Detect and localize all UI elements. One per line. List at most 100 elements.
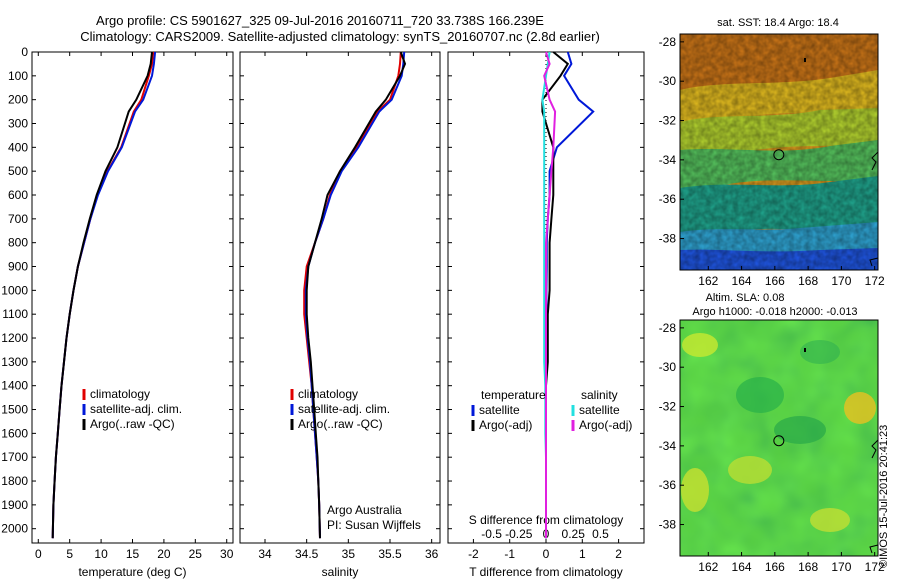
map-x-tick-label: 170: [831, 274, 851, 288]
temp-series-1: [51, 51, 157, 539]
figure-title-line1: Argo profile: CS 5901627_325 09-Jul-2016…: [96, 13, 544, 28]
depth-tick-label: 100: [8, 69, 28, 83]
sst-map-title: sat. SST: 18.4 Argo: 18.4: [717, 17, 839, 29]
map-x-tick-label: 162: [698, 560, 718, 574]
diff-x-axis-label: T difference from climatology: [469, 565, 623, 579]
diff-x-tick-label: 2: [615, 547, 622, 561]
temp-x-tick-label: 5: [66, 547, 73, 561]
depth-tick-label: 600: [8, 188, 28, 202]
temp-series-2: [51, 51, 153, 539]
temperature-profile-panel: 0100200300400500600700800900100011001200…: [1, 45, 233, 579]
temp-legend-label: Argo(..raw -QC): [90, 417, 175, 431]
depth-tick-label: 900: [8, 260, 28, 274]
diff-legend-title-salinity: salinity: [581, 388, 618, 402]
temp-x-tick-label: 25: [189, 547, 203, 561]
depth-tick-label: 800: [8, 236, 28, 250]
sst-map-axes: 162 164 166 168 170 172 -28 -30 -32 -34 -36 -38: [659, 35, 885, 288]
sal-series-1: [304, 51, 406, 539]
map-y-tick-label: -38: [659, 518, 677, 532]
sal-x-tick-label: 34: [258, 547, 272, 561]
temp-x-axis-label: temperature (deg C): [78, 565, 186, 579]
sal-x-tick-label: 34.5: [295, 547, 319, 561]
map-y-tick-label: -34: [659, 153, 677, 167]
map-y-tick-label: -30: [659, 360, 677, 374]
temp-series-0: [51, 51, 155, 539]
depth-tick-label: 1100: [2, 307, 28, 321]
imos-credit: ©IMOS 15-Jul-2016 20:41:23: [878, 424, 890, 568]
diff-series-3: [543, 51, 557, 539]
map-y-tick-label: -28: [659, 321, 677, 335]
depth-tick-label: 700: [8, 212, 28, 226]
sst-map-panel: sat. SST: 18.4 Argo: 18.4 162 164 166 168 17…: [659, 17, 885, 288]
sal-legend-label: climatology: [298, 387, 358, 401]
diff-legend-label: satellite: [579, 403, 620, 417]
map-y-tick-label: -38: [659, 232, 677, 246]
depth-tick-label: 1400: [1, 379, 28, 393]
temp-x-tick-label: 10: [94, 547, 108, 561]
diff-series-0: [545, 51, 595, 539]
depth-tick-label: 0: [21, 45, 28, 59]
diff-top-tick-label: 0.5: [592, 527, 609, 541]
depth-tick-label: 300: [8, 117, 28, 131]
diff-top-tick-label: 0.25: [562, 527, 586, 541]
temp-x-tick-label: 20: [157, 547, 171, 561]
sla-coastline: [869, 439, 879, 554]
sal-x-tick-label: 35.5: [378, 547, 402, 561]
map-y-tick-label: -36: [659, 478, 677, 492]
temp-x-tick-label: 0: [35, 547, 42, 561]
diff-x-tick-label: 1: [579, 547, 586, 561]
sla-map-panel: Altim. SLA: 0.08 Argo h1000: -0.018 h200…: [659, 292, 885, 574]
temp-x-tick-label: 30: [220, 547, 234, 561]
temp-legend-label: satellite-adj. clim.: [90, 402, 182, 416]
sla-float-marker: [773, 435, 785, 447]
diff-x-tick-label: -1: [504, 547, 515, 561]
map-x-tick-label: 172: [865, 560, 885, 574]
map-x-tick-label: 166: [765, 274, 785, 288]
depth-tick-label: 200: [8, 93, 28, 107]
map-y-tick-label: -30: [659, 74, 677, 88]
depth-tick-label: 1600: [1, 426, 28, 440]
depth-tick-label: 1000: [1, 283, 28, 297]
sla-map-subtitle: Argo h1000: -0.018 h2000: -0.013: [692, 306, 857, 318]
depth-tick-label: 2000: [1, 522, 28, 536]
map-x-tick-label: 172: [865, 274, 885, 288]
depth-tick-label: 1800: [1, 474, 28, 488]
sla-map-axes: 162 164 166 168 170 172 -28 -30 -32 -34 -36 -38: [659, 321, 885, 574]
diff-top-tick-label: -0.25: [505, 527, 533, 541]
temp-x-tick-label: 15: [126, 547, 140, 561]
figure-title-line2: Climatology: CARS2009. Satellite-adjuste…: [80, 29, 600, 44]
diff-x-tick-label: -2: [468, 547, 479, 561]
sal-legend-label: satellite-adj. clim.: [298, 402, 390, 416]
temp-plot-frame: [31, 51, 234, 544]
diff-legend-label: Argo(-adj): [479, 418, 532, 432]
diff-legend-title-temperature: temperature: [481, 388, 546, 402]
sal-legend-label: Argo(..raw -QC): [298, 417, 383, 431]
salinity-profile-panel: 34 34.5 35 35.5 36 salinity climatologysatelli…: [239, 51, 441, 579]
diff-legend-label: satellite: [479, 403, 520, 417]
sst-heatmap: [680, 34, 878, 270]
map-x-tick-label: 164: [732, 560, 752, 574]
diff-x-tick-label: 0: [543, 547, 550, 561]
depth-tick-label: 1500: [1, 403, 28, 417]
sla-map-title: Altim. SLA: 0.08: [706, 292, 785, 304]
sal-series-2: [305, 51, 407, 539]
temp-legend-label: climatology: [90, 387, 150, 401]
depth-tick-label: 1200: [1, 331, 28, 345]
map-y-tick-label: -32: [659, 400, 677, 414]
map-x-tick-label: 168: [798, 560, 818, 574]
map-x-tick-label: 164: [732, 274, 752, 288]
depth-tick-label: 500: [8, 164, 28, 178]
diff-legend-label: Argo(-adj): [579, 418, 632, 432]
map-x-tick-label: 170: [831, 560, 851, 574]
sal-plot-frame: [239, 51, 441, 544]
depth-tick-label: 1900: [1, 498, 28, 512]
map-y-tick-label: -34: [659, 439, 677, 453]
depth-tick-label: 1300: [1, 355, 28, 369]
map-y-tick-label: -36: [659, 192, 677, 206]
sst-coastline: [869, 151, 879, 267]
map-x-tick-label: 168: [798, 274, 818, 288]
map-y-tick-label: -32: [659, 114, 677, 128]
map-y-tick-label: -28: [659, 35, 677, 49]
